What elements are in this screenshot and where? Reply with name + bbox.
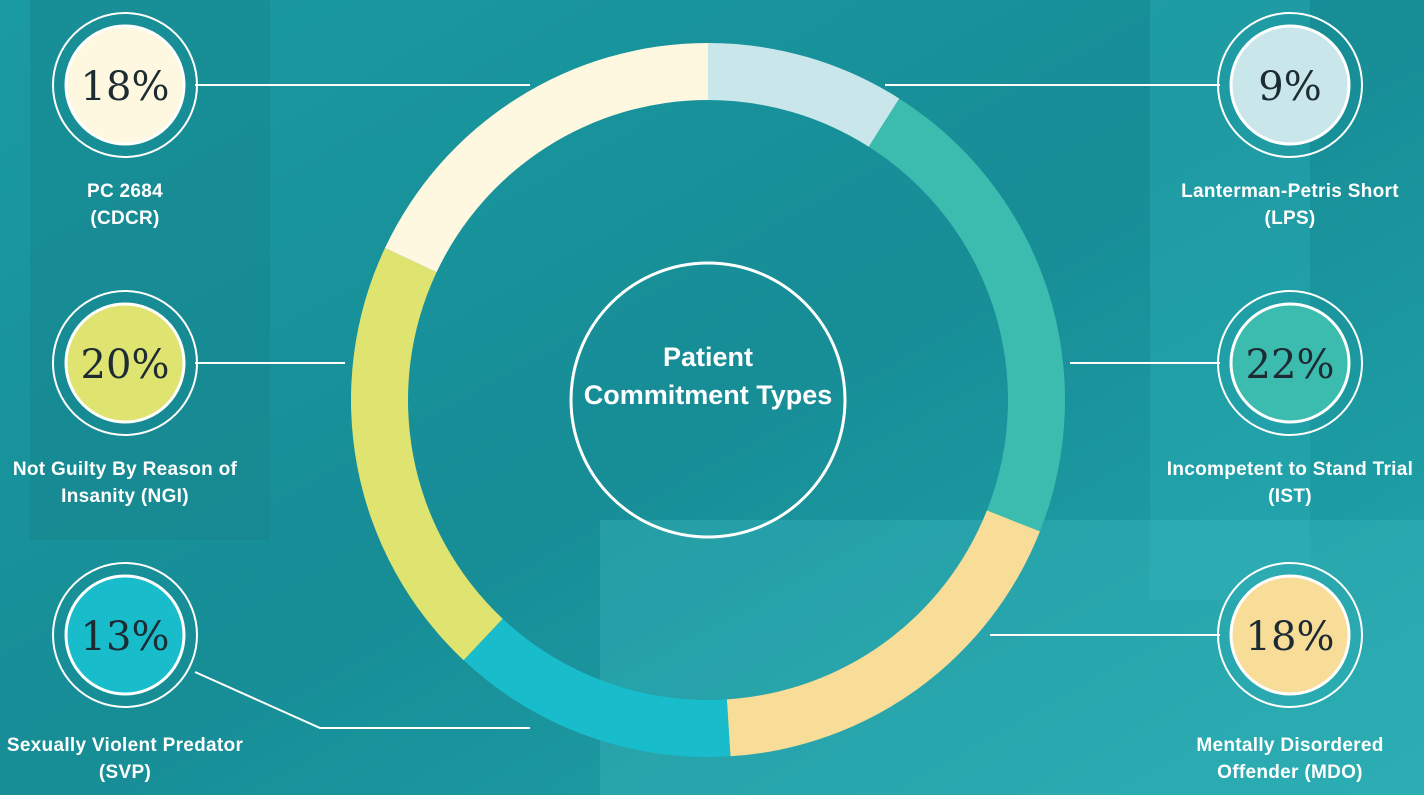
label-ring — [52, 562, 198, 708]
label-ring — [52, 290, 198, 436]
label-ring — [1217, 562, 1363, 708]
category-label: Sexually Violent Predator (SVP) — [6, 735, 244, 783]
donut-segment — [726, 510, 1040, 757]
value-label: 9% — [1258, 64, 1321, 110]
value-label: 18% — [81, 64, 170, 110]
category-label: PC 2684 (CDCR) — [86, 181, 164, 229]
category-label: Incompetent to Stand Trial (IST) — [1166, 459, 1414, 507]
category-label: Not Guilty By Reason of Insanity (NGI) — [12, 459, 238, 507]
donut-segment — [384, 43, 708, 273]
donut-segment — [463, 618, 731, 757]
label-ring — [52, 12, 198, 158]
label-ring — [1217, 12, 1363, 158]
value-label: 20% — [81, 342, 170, 388]
label-disc — [1229, 24, 1351, 146]
donut-segment — [350, 247, 503, 661]
donut-segment — [708, 43, 900, 147]
label-disc — [64, 574, 186, 696]
label-disc — [64, 24, 186, 146]
label-disc — [1229, 574, 1351, 696]
value-label: 22% — [1246, 342, 1335, 388]
value-label: 13% — [81, 614, 170, 660]
donut-segment — [868, 98, 1065, 532]
label-ring — [1217, 290, 1363, 436]
connector-line — [194, 671, 530, 729]
label-disc — [1229, 302, 1351, 424]
chart-title: Patient Commitment Types — [583, 342, 833, 410]
center-circle — [569, 261, 847, 539]
value-label: 18% — [1246, 614, 1335, 660]
category-label: Mentally Disordered Offender (MDO) — [1196, 735, 1384, 783]
label-disc — [64, 302, 186, 424]
category-label: Lanterman-Petris Short (LPS) — [1181, 181, 1399, 229]
